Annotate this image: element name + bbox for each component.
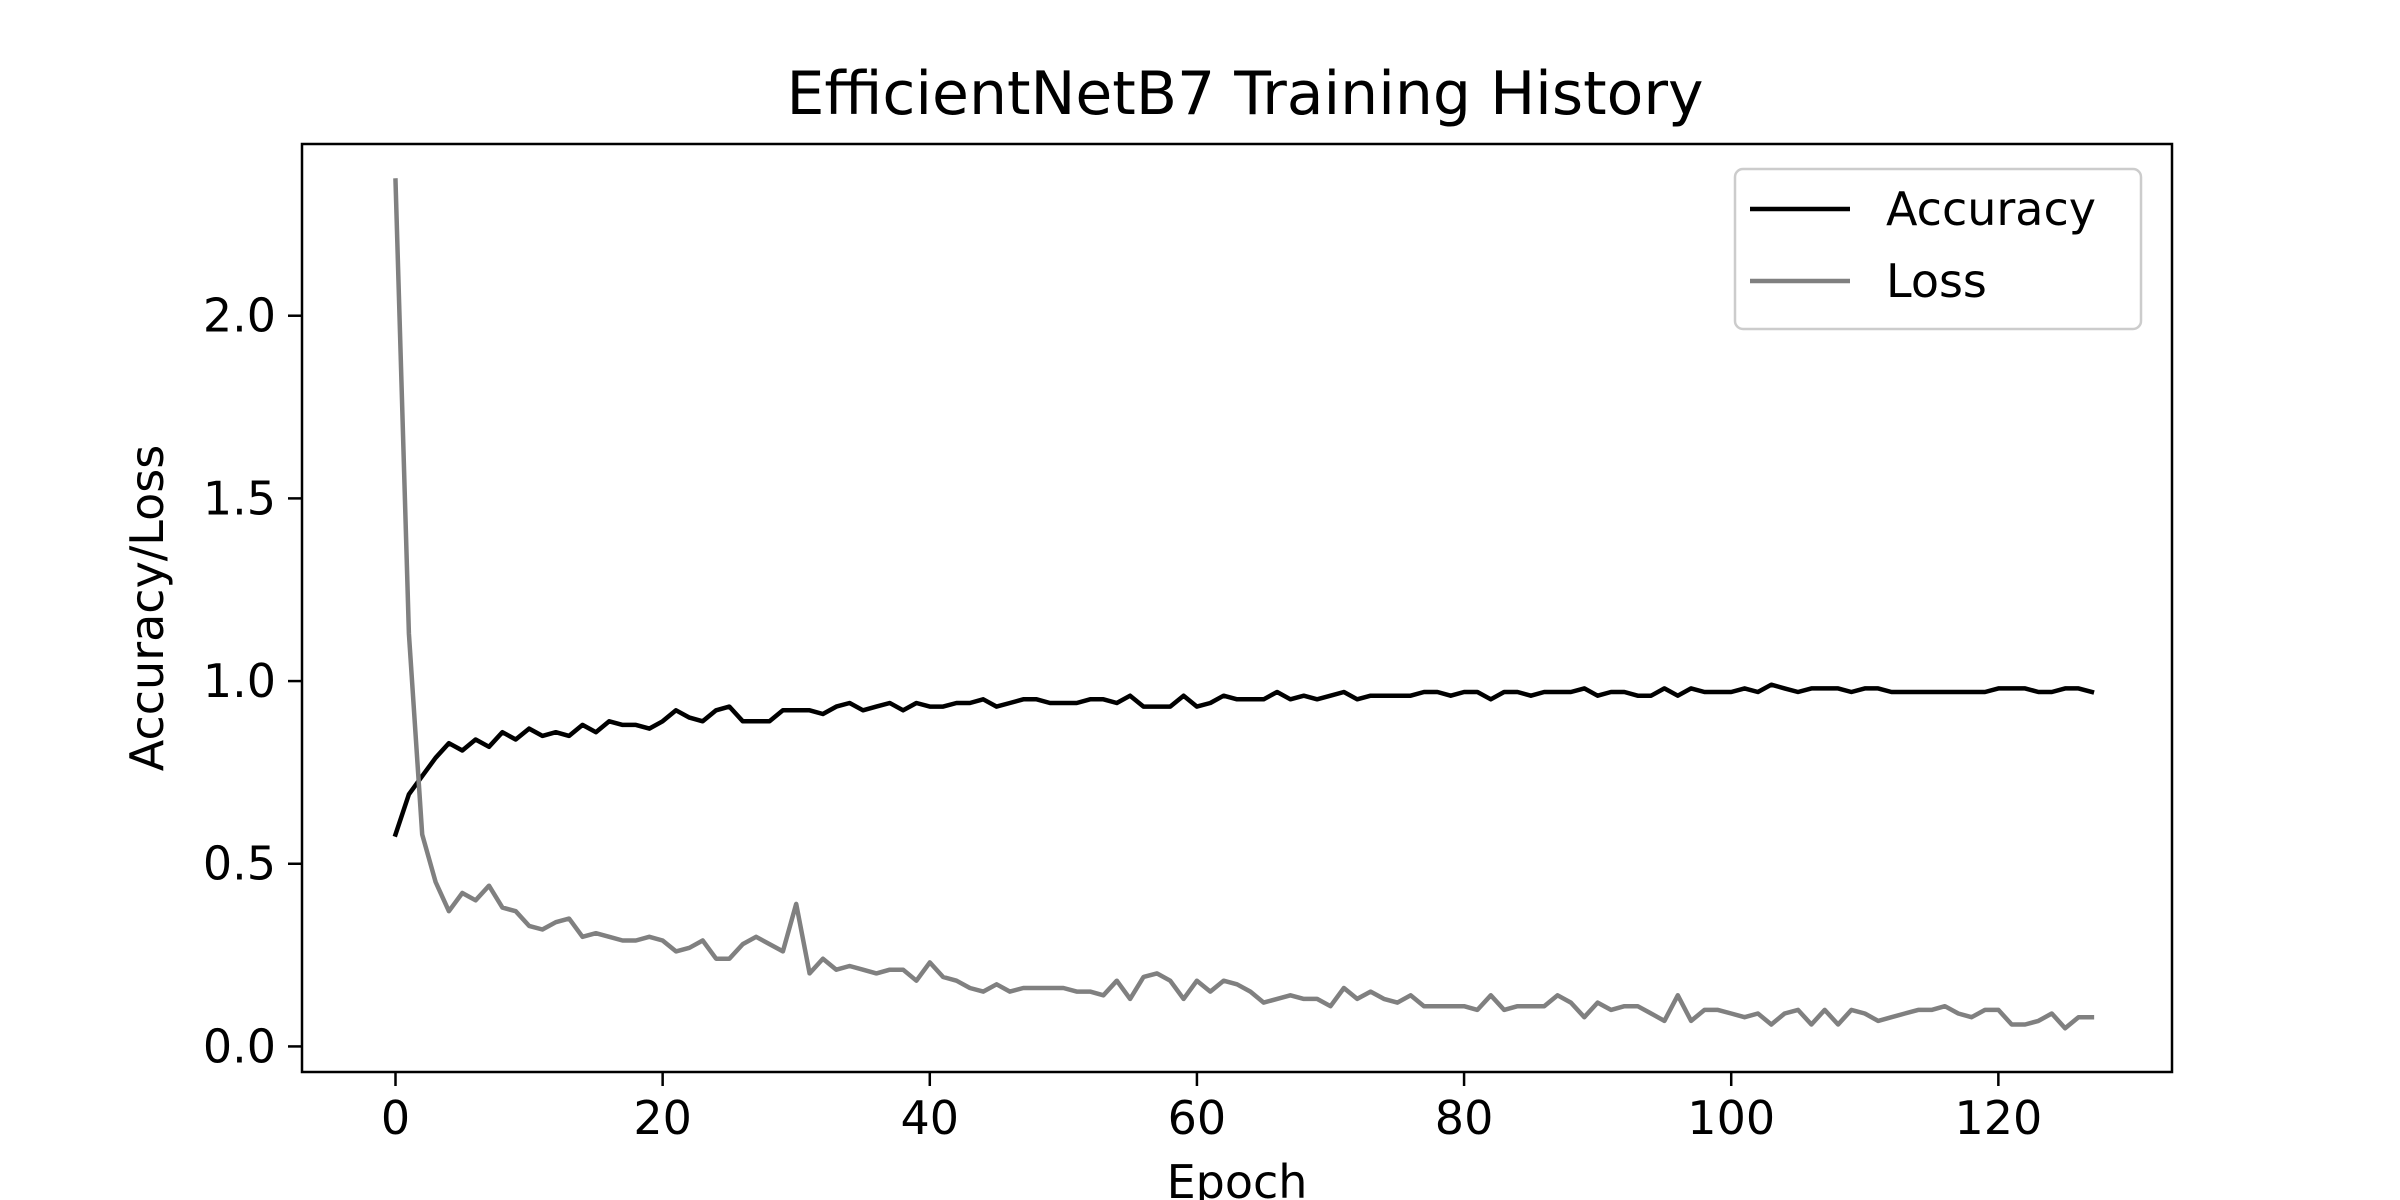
x-tick-label: 20	[633, 1091, 692, 1145]
chart-title: EfficientNetB7 Training History	[786, 59, 1703, 129]
series-line-accuracy	[392, 682, 2095, 838]
x-tick-label: 0	[381, 1091, 410, 1145]
x-tick-label: 40	[901, 1091, 960, 1145]
x-tick-label: 100	[1687, 1091, 1775, 1145]
legend-label-accuracy: Accuracy	[1886, 182, 2096, 236]
y-tick-label: 1.5	[203, 471, 276, 525]
series-line-loss	[393, 178, 2095, 1031]
plot-series	[392, 178, 2095, 1031]
y-axis-label: Accuracy/Loss	[120, 445, 174, 771]
x-axis-label: Epoch	[1167, 1155, 1308, 1200]
legend-label-loss: Loss	[1886, 254, 1987, 308]
y-ticks: 0.0 0.5 1.0 1.5 2.0	[203, 289, 302, 1073]
legend: Accuracy Loss	[1733, 167, 2143, 331]
plot-frame	[300, 142, 2174, 1074]
y-tick-label: 1.0	[203, 654, 276, 708]
x-ticks: 0 20 40 60 80 100 120	[381, 1072, 2042, 1145]
x-tick-label: 60	[1168, 1091, 1227, 1145]
x-tick-label: 80	[1435, 1091, 1494, 1145]
y-tick-label: 0.5	[203, 837, 276, 891]
y-tick-label: 2.0	[203, 289, 276, 343]
x-tick-label: 120	[1954, 1091, 2042, 1145]
y-tick-label: 0.0	[203, 1019, 276, 1073]
